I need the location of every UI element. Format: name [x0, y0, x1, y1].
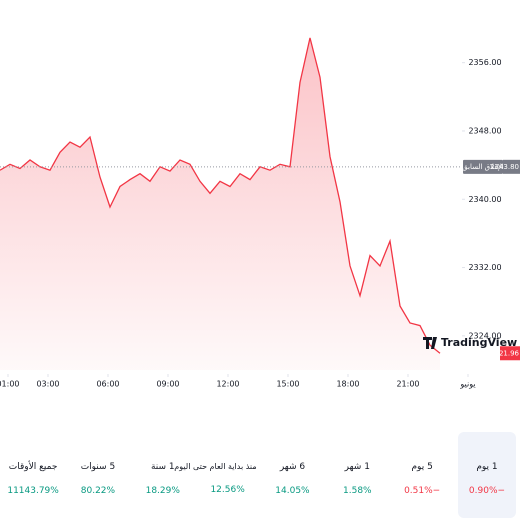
- period-tabs: 1 يوم −0.90% 5 يوم −0.51% 1 شهر 1.58% 6 شهر 14.…: [0, 432, 520, 520]
- period-tab[interactable]: 6 شهر 14.05%: [263, 432, 321, 518]
- y-tick-label: 2356.00: [468, 58, 501, 67]
- x-tick-label: 12:00: [216, 380, 239, 389]
- x-tick-label: 06:00: [96, 380, 119, 389]
- period-tab[interactable]: 5 سنوات 80.22%: [69, 432, 127, 518]
- y-tick-label: 2324.00: [468, 331, 501, 340]
- period-label: 6 شهر: [279, 462, 306, 472]
- period-change: 1.58%: [343, 486, 372, 496]
- period-label: 5 يوم: [411, 462, 433, 472]
- x-tick-label: 21:00: [396, 380, 419, 389]
- logo-mark: [423, 337, 437, 349]
- chart: 2324.00 2332.00 2340.00 2348.00 2356.00 01:00…: [0, 37, 520, 389]
- period-change: 80.22%: [80, 486, 116, 496]
- period-tab[interactable]: 1 سنة 18.29%: [134, 432, 192, 518]
- prev-close-box: [503, 159, 520, 174]
- period-label: منذ بداية العام حتى اليوم: [174, 462, 257, 471]
- period-change: −0.90%: [468, 486, 506, 496]
- last-price-label: 2321.96: [490, 349, 519, 357]
- prev-close-title-box: [463, 159, 503, 174]
- logo: TradingView: [441, 336, 517, 349]
- period-label: 5 سنوات: [80, 462, 116, 472]
- period-tab[interactable]: جميع الأوقات 11143.79%: [4, 432, 62, 518]
- period-change: 18.29%: [145, 486, 180, 496]
- period-change: 12.56%: [210, 485, 245, 495]
- period-tab[interactable]: 1 يوم −0.90%: [458, 432, 516, 518]
- period-change: 11143.79%: [7, 486, 59, 496]
- period-change: −0.51%: [404, 486, 441, 496]
- x-tick-label: 03:00: [36, 380, 59, 389]
- x-tick-label: 09:00: [156, 380, 179, 389]
- x-tick-label: 15:00: [276, 380, 299, 389]
- area: [0, 37, 440, 371]
- x-tick-label: 01:00: [0, 380, 20, 389]
- x-tick-label: 18:00: [336, 380, 359, 389]
- y-tick-label: 2332.00: [468, 263, 501, 272]
- period-change: 14.05%: [275, 486, 310, 496]
- last-price-box: [500, 346, 520, 361]
- x-tick-label: يونيو: [459, 380, 475, 389]
- period-label: 1 سنة: [150, 462, 175, 472]
- period-label: 1 يوم: [476, 462, 498, 472]
- price-line: [0, 37, 441, 354]
- y-tick-label: 2340.00: [468, 195, 501, 204]
- period-label: 1 شهر: [344, 462, 370, 472]
- prev-close-title: الإغلاق السابق: [462, 163, 504, 171]
- y-tick-label: 2348.00: [468, 126, 501, 135]
- period-label: جميع الأوقات: [8, 462, 58, 472]
- prev-close-label: 2343.80: [490, 163, 519, 171]
- period-tab[interactable]: منذ بداية العام حتى اليوم 12.56%: [174, 432, 257, 518]
- period-tab[interactable]: 5 يوم −0.51%: [393, 432, 451, 518]
- period-tab[interactable]: 1 شهر 1.58%: [328, 432, 386, 518]
